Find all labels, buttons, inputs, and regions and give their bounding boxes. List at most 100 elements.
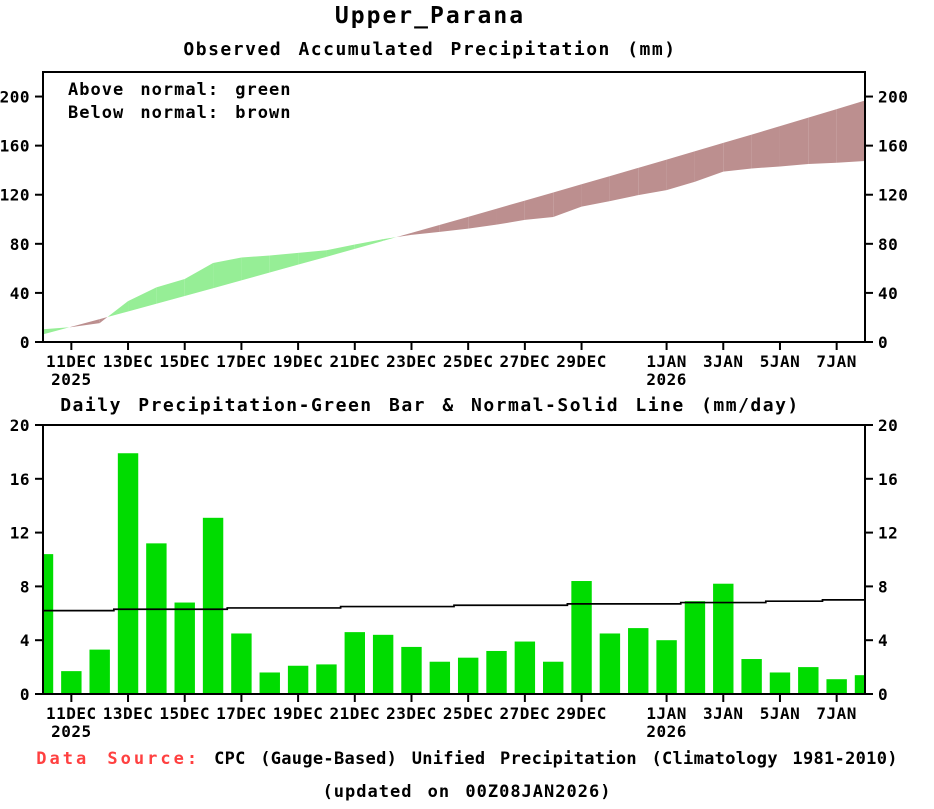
y-tick-label: 4 — [20, 631, 30, 650]
band-segment — [69, 326, 72, 328]
band-segment — [638, 159, 667, 196]
data-source-text: CPC (Gauge-Based) Unified Precipitation … — [214, 749, 898, 769]
band-segment — [326, 244, 355, 257]
precip-bar — [117, 453, 139, 694]
band-segment — [269, 252, 299, 273]
precip-bar — [741, 659, 762, 694]
x-tick-label: 27DEC — [500, 352, 551, 371]
x-tick-label: 13DEC — [103, 352, 154, 371]
x-tick-label: 23DEC — [386, 352, 437, 371]
band-segment — [694, 142, 724, 182]
y-tick-label: 0 — [878, 685, 888, 704]
x-tick-label: 7JAN — [816, 352, 857, 371]
precip-bar — [146, 543, 167, 694]
y-tick-label: 16 — [878, 470, 898, 489]
precip-bar — [854, 675, 865, 694]
y-tick-label: 200 — [878, 88, 908, 107]
precip-bar — [344, 632, 365, 694]
y-tick-label: 40 — [10, 284, 30, 303]
band-segment — [99, 317, 108, 324]
x-tick-label: 15DEC — [159, 352, 210, 371]
precip-bar — [713, 583, 734, 694]
x-tick-label: 5JAN — [760, 704, 801, 723]
y-tick-label: 80 — [878, 235, 898, 254]
precip-bar — [514, 641, 536, 694]
x-tick-label: 27DEC — [500, 704, 551, 723]
legend: Above normal: green Below normal: brown — [68, 79, 291, 125]
plot-frame — [42, 424, 866, 695]
data-source-line: Data Source: CPC (Gauge-Based) Unified Pr… — [0, 749, 934, 769]
precip-bar — [174, 602, 195, 694]
band-segment — [553, 184, 582, 217]
band-segment — [383, 237, 397, 241]
band-segment — [609, 167, 639, 202]
accumulation-bands — [43, 100, 865, 335]
x-tick-label: 19DEC — [273, 704, 324, 723]
band-segment — [43, 327, 70, 335]
data-source-label: Data Source: — [36, 749, 201, 769]
y-tick-label: 120 — [878, 186, 908, 205]
precip-bar — [543, 661, 564, 694]
x-tick-label: 23DEC — [386, 704, 437, 723]
band-segment — [468, 208, 497, 229]
band-segment — [184, 262, 214, 296]
precip-bar — [231, 633, 252, 694]
precip-bar — [656, 640, 677, 694]
precip-bar — [599, 633, 621, 694]
precip-bar — [486, 650, 507, 694]
y-tick-label: 0 — [20, 685, 30, 704]
y-tick-label: 20 — [10, 416, 30, 435]
daily-bars — [43, 453, 865, 694]
accumulated-chart-title: Observed Accumulated Precipitation (mm) — [183, 39, 677, 60]
y-tick-label: 200 — [0, 88, 30, 107]
x-tick-label: 3JAN — [703, 352, 744, 371]
y-tick-label: 16 — [10, 470, 30, 489]
band-segment — [156, 279, 185, 304]
band-segment — [581, 176, 610, 207]
x-tick-year-label: 2025 — [51, 370, 92, 389]
band-segment — [524, 192, 554, 220]
daily-chart-title: Daily Precipitation-Green Bar & Normal-S… — [60, 395, 800, 416]
y-tick-label: 0 — [878, 333, 888, 352]
precip-bar — [457, 657, 479, 694]
precip-bar — [798, 667, 819, 694]
band-segment — [836, 100, 865, 163]
precip-bar — [401, 646, 422, 694]
precip-bar — [287, 665, 309, 694]
y-tick-label: 0 — [20, 333, 30, 352]
precip-bar — [202, 517, 224, 694]
band-segment — [213, 257, 242, 289]
precip-bar — [43, 554, 54, 694]
precip-bar — [628, 628, 649, 694]
x-tick-label: 17DEC — [216, 704, 267, 723]
band-segment — [298, 250, 327, 265]
x-tick-label: 11DEC — [46, 352, 97, 371]
x-tick-label: 3JAN — [703, 704, 744, 723]
legend-below-normal: Below normal: brown — [68, 103, 292, 123]
precip-bar — [61, 671, 82, 694]
band-segment — [411, 224, 440, 235]
x-tick-label: 19DEC — [273, 352, 324, 371]
band-segment — [241, 255, 270, 281]
precip-bar — [89, 649, 110, 694]
x-tick-label: 21DEC — [329, 352, 380, 371]
x-tick-year-label: 2026 — [646, 370, 687, 389]
x-tick-label: 25DEC — [443, 352, 494, 371]
x-tick-year-label: 2026 — [646, 722, 687, 741]
precip-bar — [571, 581, 592, 694]
precip-bar — [769, 672, 791, 694]
x-tick-label: 15DEC — [159, 704, 210, 723]
precip-bar — [316, 664, 337, 694]
plot-frame — [42, 71, 866, 343]
precip-bar — [429, 661, 451, 694]
y-tick-label: 120 — [0, 186, 30, 205]
x-tick-label: 1JAN — [646, 704, 687, 723]
y-tick-label: 40 — [878, 284, 898, 303]
y-tick-label: 4 — [878, 631, 888, 650]
band-segment — [496, 200, 525, 225]
precip-bar — [372, 634, 394, 694]
x-tick-label: 13DEC — [103, 704, 154, 723]
band-segment — [751, 126, 780, 169]
band-segment — [354, 239, 384, 249]
